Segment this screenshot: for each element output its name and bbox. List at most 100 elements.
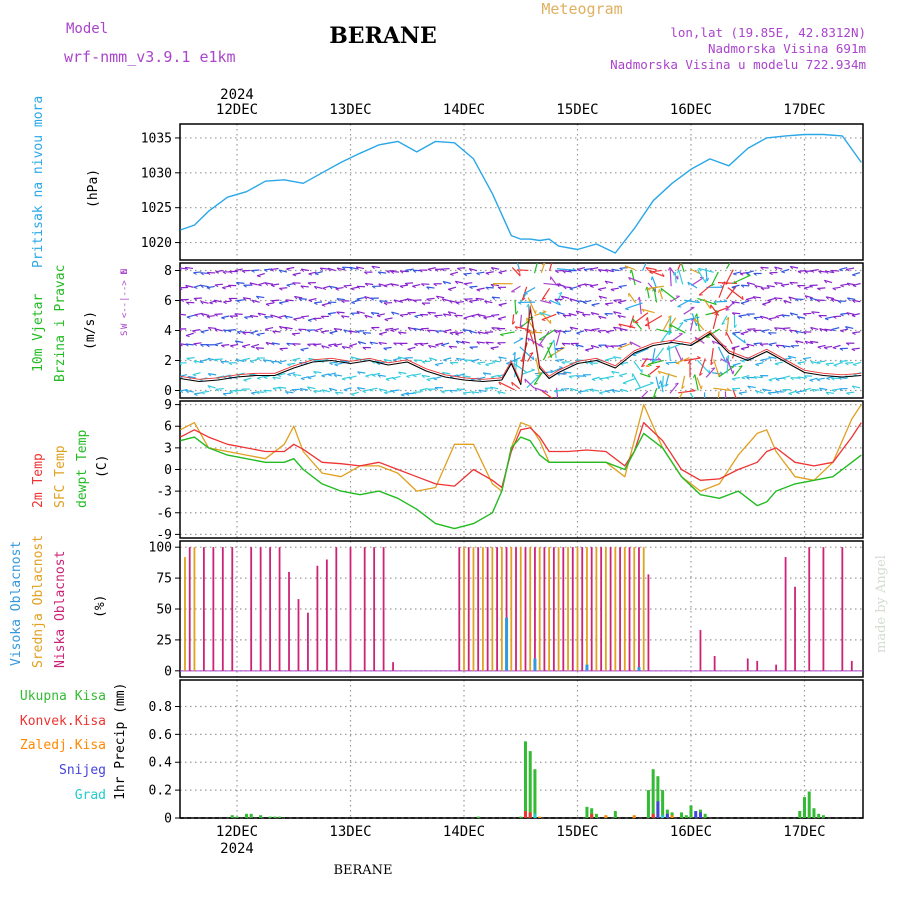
wind-arrow-head [491, 327, 495, 331]
wind-arrow-head [840, 313, 844, 317]
wind-arrow-head [441, 344, 445, 347]
wind-arrow-head [775, 378, 780, 382]
wind-arrow-head [619, 267, 624, 271]
wind-arrow-head [228, 271, 233, 274]
wind-arrow [698, 358, 706, 376]
wind-arrow [705, 367, 716, 378]
wind-arrow-head [768, 379, 773, 382]
wind-arrow-head [624, 265, 628, 270]
wind-arrow-head [284, 326, 288, 331]
wind-arrow-head [313, 371, 317, 375]
wind-arrow [647, 285, 664, 290]
wind-arrow-head [392, 359, 397, 362]
wind-arrow-head [413, 359, 418, 363]
wind-arrow-head [590, 268, 594, 272]
wind-arrow-head [286, 268, 290, 271]
wind-arrow [235, 340, 244, 344]
wind-arrow-head [739, 403, 740, 407]
wind-arrow [775, 390, 784, 393]
wind-arrow-head [313, 302, 318, 305]
y-tick-label: 1020 [141, 236, 172, 251]
wind-arrow [819, 387, 828, 391]
wind-arrow-head [851, 315, 856, 318]
wind-arrow [599, 390, 608, 394]
wind-arrow-head [469, 330, 473, 335]
wind-arrow [797, 269, 806, 273]
wind-arrow-head [463, 317, 468, 320]
wind-arrow-head [455, 333, 459, 336]
wind-arrow [419, 387, 428, 391]
wind-arrow [442, 371, 451, 375]
precip-bar [278, 816, 282, 818]
wind-arrow-head [485, 272, 490, 276]
wind-arrow [277, 372, 286, 376]
wind-arrow-head [173, 328, 176, 330]
wind-arrow [767, 297, 776, 302]
wind-arrow-head [271, 342, 275, 346]
wind-arrow [421, 374, 430, 378]
wind-arrow-head [448, 288, 452, 291]
wind-arrow [526, 374, 541, 389]
wind-arrow [194, 312, 203, 316]
wind-arrow-head [666, 345, 670, 350]
wind-arrow-head [334, 345, 338, 348]
wind-arrow-head [421, 302, 426, 306]
wind-arrow [390, 270, 399, 273]
wind-arrow [215, 269, 224, 273]
wind-arrow [611, 268, 620, 272]
wind-arrow [710, 271, 719, 287]
wind-arrow-head [610, 345, 615, 349]
wind-arrow [250, 330, 259, 334]
wind-arrow-head [300, 285, 304, 289]
wind-arrow [427, 311, 436, 314]
wind-arrow-head [407, 312, 412, 316]
wind-arrow [192, 372, 201, 376]
wind-arrow [825, 362, 834, 365]
elevation-label: Nadmorska Visina 691m [708, 41, 866, 56]
wind-arrow-head [364, 283, 369, 287]
wind-arrow-head [321, 345, 325, 349]
wind-arrow-head [498, 381, 502, 386]
wind-arrow-head [364, 314, 368, 319]
top-date-label: 14DEC [443, 102, 485, 118]
wind-arrow [669, 382, 679, 394]
wind-arrow [713, 300, 727, 303]
model-label: Model [66, 21, 108, 37]
wind-arrow [613, 299, 622, 301]
wind-arrow-head [356, 285, 361, 289]
wind-arrow [560, 388, 570, 390]
wind-arrow-head [613, 311, 617, 315]
wind-arrow-head [768, 343, 773, 347]
wind-arrow [441, 342, 450, 346]
wind-arrow [726, 357, 734, 375]
wind-arrow [562, 314, 572, 317]
wind-arrow-head [272, 387, 277, 391]
wind-arrow-head [797, 285, 801, 288]
wind-arrow [576, 330, 585, 334]
wind-arrow-head [497, 391, 501, 395]
wind-arrow [598, 269, 607, 272]
wind-arrow-head [279, 287, 283, 291]
wind-arrow-head [285, 299, 289, 303]
wind-arrow-head [270, 361, 275, 364]
wind-arrow-head [454, 281, 459, 285]
wind-arrow [852, 331, 861, 334]
precip-bar [661, 815, 665, 818]
wind-arrow-head [725, 309, 730, 311]
wind-arrow [399, 313, 408, 316]
wind-arrow [506, 356, 521, 365]
wind-arrow [725, 263, 731, 269]
product-title: Meteogram [541, 0, 622, 18]
wind-arrow-head [797, 271, 802, 274]
wind-arrow-head [206, 287, 211, 290]
wind-arrow-head [399, 342, 403, 346]
wind-arrow-head [795, 391, 800, 395]
wind-arrow-head [242, 345, 246, 349]
wind-arrow-head [852, 299, 856, 304]
wind-arrow-head [719, 371, 724, 375]
wind-arrow [414, 342, 423, 345]
wind-arrow [530, 331, 543, 334]
wind-arrow [435, 362, 444, 366]
wind-arrow [851, 313, 860, 317]
wind-arrow [639, 372, 651, 378]
